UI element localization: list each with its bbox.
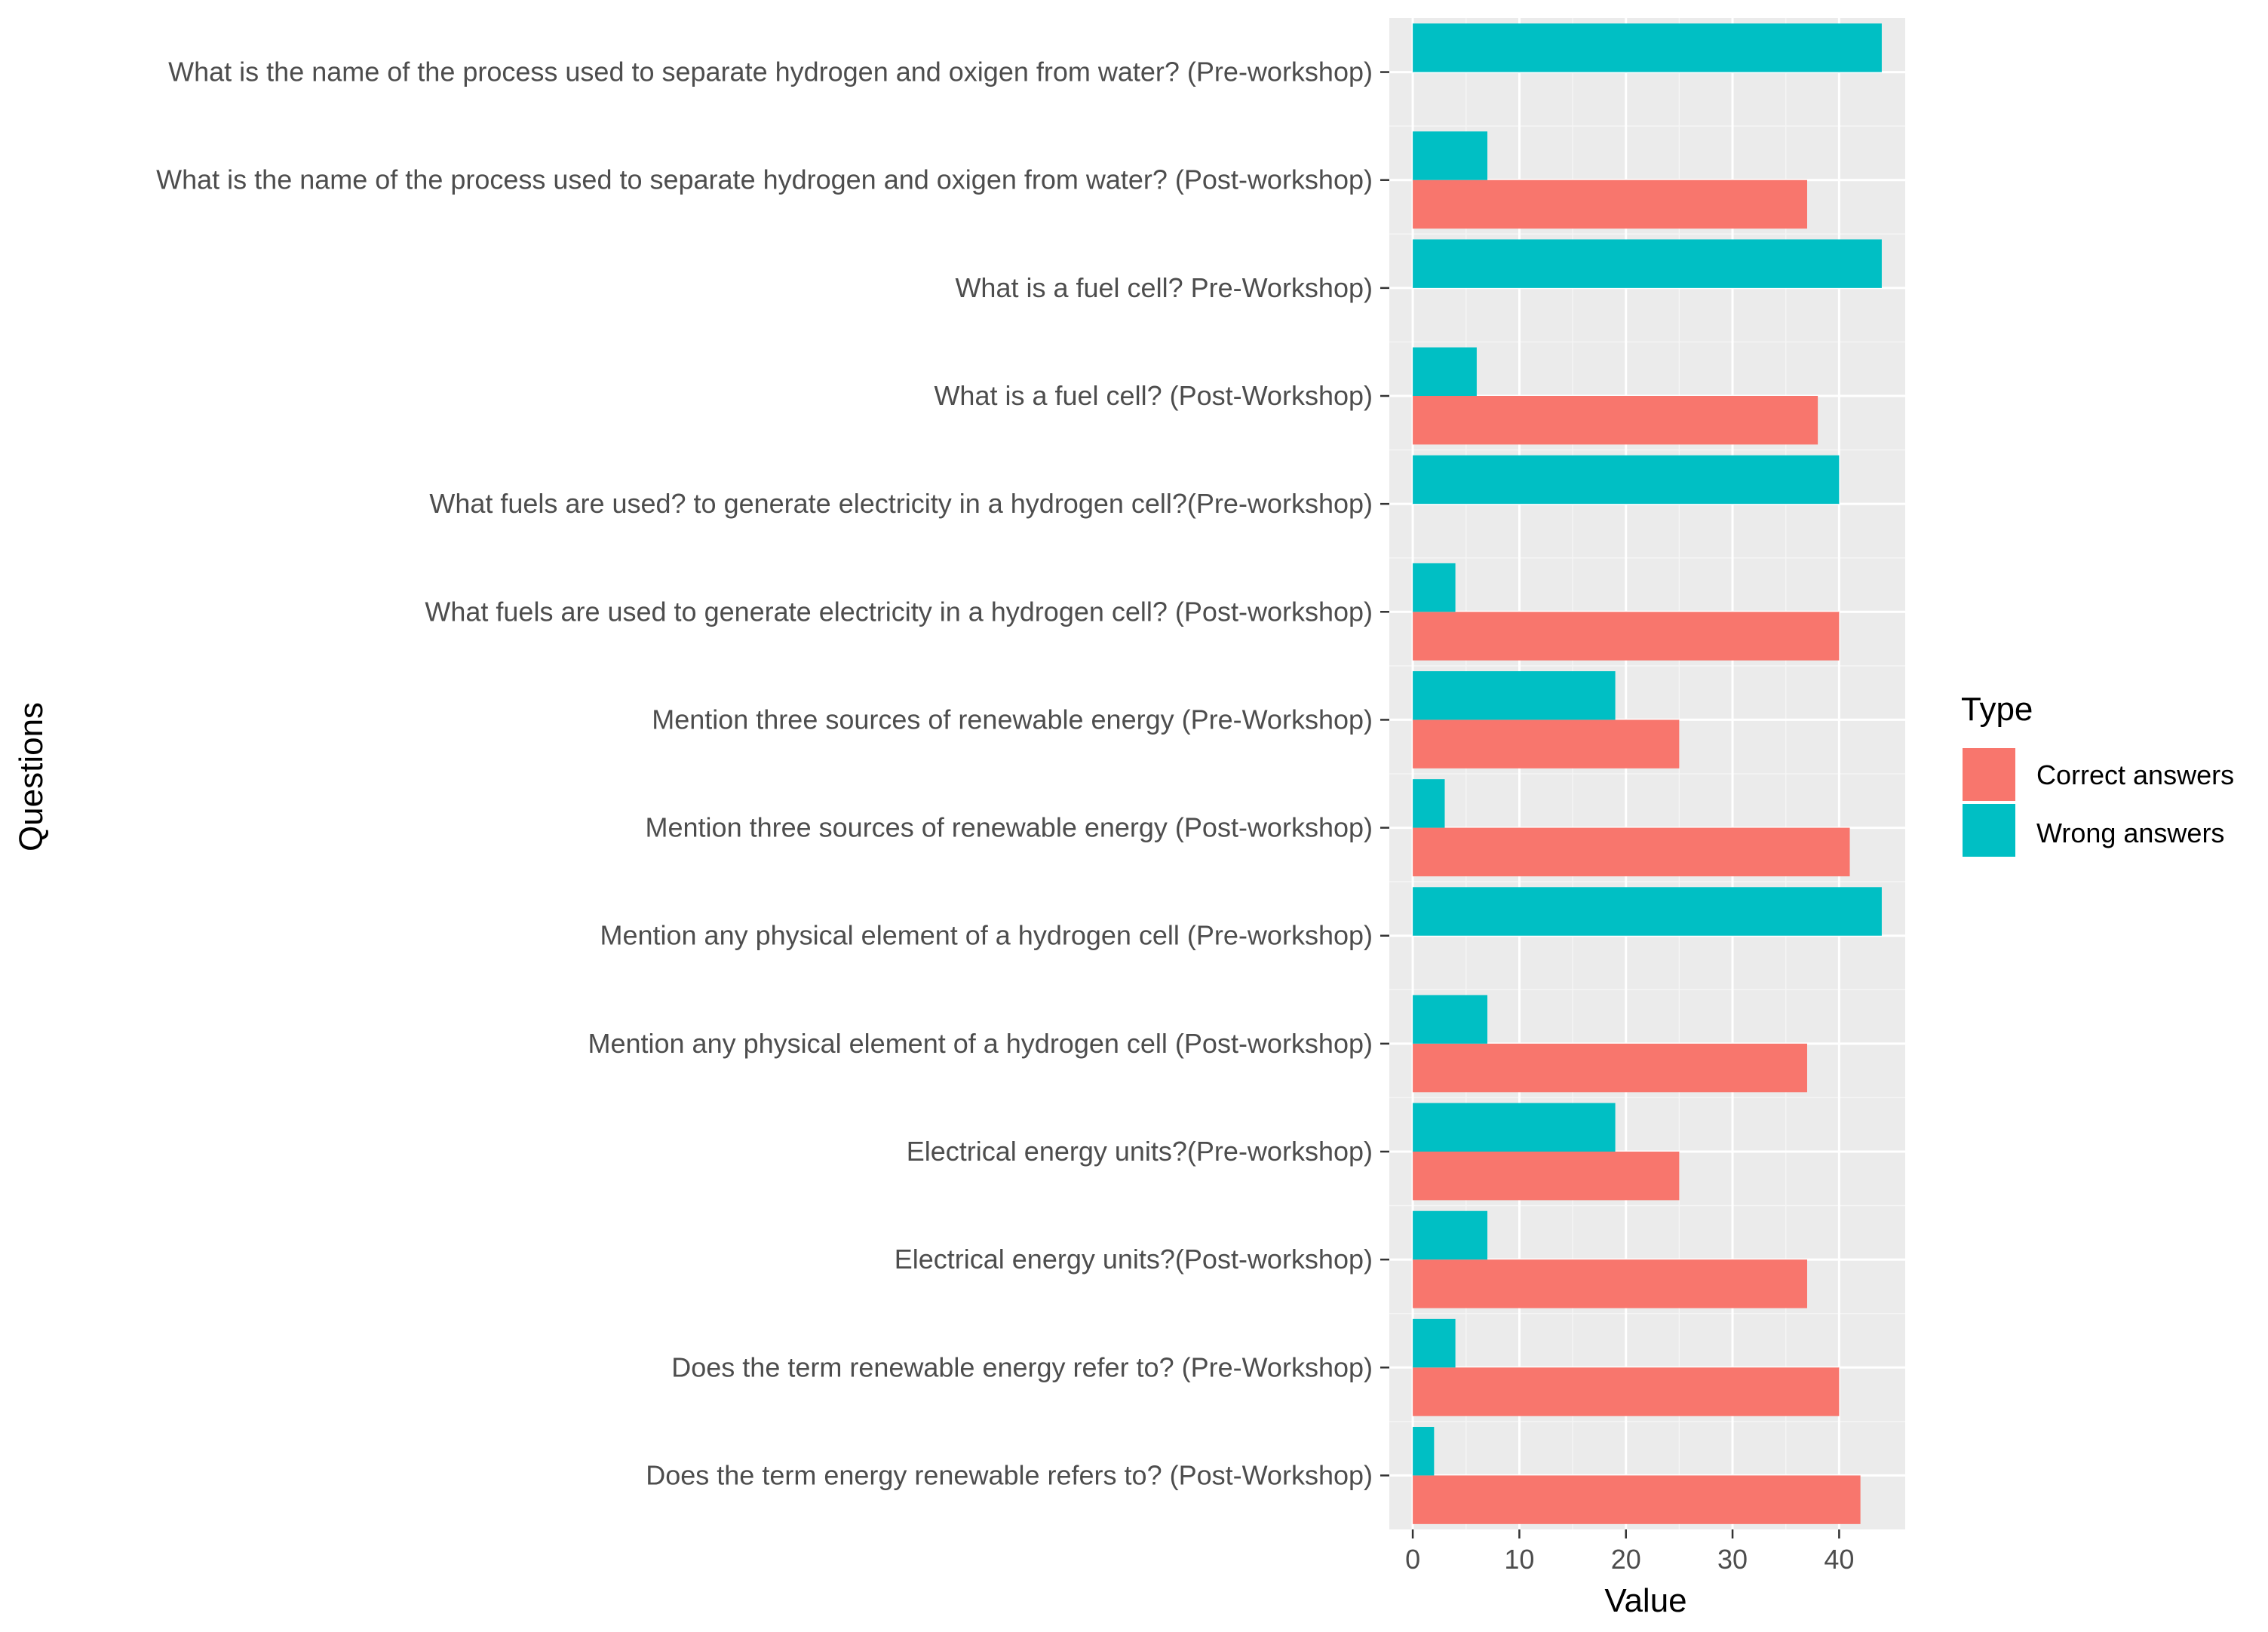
bar-correct-11 xyxy=(1413,1259,1807,1308)
axes: What is the name of the process used to … xyxy=(156,57,1854,1575)
bar-correct-10 xyxy=(1413,1152,1680,1201)
bar-wrong-13 xyxy=(1413,1427,1435,1476)
category-label: What fuels are used? to generate electri… xyxy=(429,488,1373,519)
x-tick-label: 30 xyxy=(1717,1544,1748,1575)
category-label: Mention three sources of renewable energ… xyxy=(646,812,1373,843)
bar-wrong-12 xyxy=(1413,1318,1456,1368)
bar-wrong-4 xyxy=(1413,455,1840,505)
bar-correct-9 xyxy=(1413,1043,1807,1093)
legend: Type Correct answers Wrong answers xyxy=(1961,691,2234,857)
category-label: Mention three sources of renewable energ… xyxy=(652,704,1373,735)
bar-wrong-10 xyxy=(1413,1103,1616,1152)
bar-wrong-6 xyxy=(1413,671,1616,720)
bars xyxy=(1413,23,1882,1524)
category-label: Mention any physical element of a hydrog… xyxy=(600,920,1373,951)
bar-correct-3 xyxy=(1413,396,1818,445)
bar-wrong-8 xyxy=(1413,887,1882,936)
category-label: Electrical energy units?(Post-workshop) xyxy=(895,1244,1373,1275)
y-axis-title: Questions xyxy=(13,702,50,851)
bar-correct-12 xyxy=(1413,1367,1840,1416)
bar-correct-7 xyxy=(1413,827,1850,876)
bar-wrong-1 xyxy=(1413,131,1488,180)
bar-wrong-0 xyxy=(1413,23,1882,72)
category-label: What fuels are used to generate electric… xyxy=(425,596,1373,627)
legend-key-correct-answers xyxy=(1963,748,2015,801)
category-label: Mention any physical element of a hydrog… xyxy=(588,1028,1373,1059)
category-label: Does the term energy renewable refers to… xyxy=(646,1459,1373,1490)
bar-wrong-7 xyxy=(1413,779,1445,828)
bar-correct-6 xyxy=(1413,719,1680,768)
bar-wrong-11 xyxy=(1413,1210,1488,1260)
bar-correct-13 xyxy=(1413,1475,1861,1524)
x-tick-label: 40 xyxy=(1824,1544,1854,1575)
x-tick-label: 10 xyxy=(1504,1544,1534,1575)
legend-key-wrong-answers xyxy=(1963,804,2015,857)
legend-label-wrong-answers: Wrong answers xyxy=(2036,818,2224,848)
bar-correct-5 xyxy=(1413,612,1840,661)
x-tick-label: 0 xyxy=(1405,1544,1420,1575)
legend-label-correct-answers: Correct answers xyxy=(2036,759,2234,790)
bar-wrong-3 xyxy=(1413,347,1477,396)
x-axis-title: Value xyxy=(1604,1582,1686,1619)
bar-correct-1 xyxy=(1413,179,1807,229)
x-tick-label: 20 xyxy=(1611,1544,1641,1575)
category-label: What is the name of the process used to … xyxy=(168,57,1373,87)
legend-title: Type xyxy=(1961,691,2033,728)
category-label: What is the name of the process used to … xyxy=(156,164,1373,195)
category-label: Electrical energy units?(Pre-workshop) xyxy=(907,1136,1373,1167)
category-label: Does the term renewable energy refer to?… xyxy=(671,1351,1373,1382)
bar-wrong-2 xyxy=(1413,239,1882,288)
category-label: What is a fuel cell? Pre-Workshop) xyxy=(955,272,1373,303)
category-label: What is a fuel cell? (Post-Workshop) xyxy=(934,380,1373,411)
bar-wrong-9 xyxy=(1413,995,1488,1044)
bar-wrong-5 xyxy=(1413,563,1456,612)
